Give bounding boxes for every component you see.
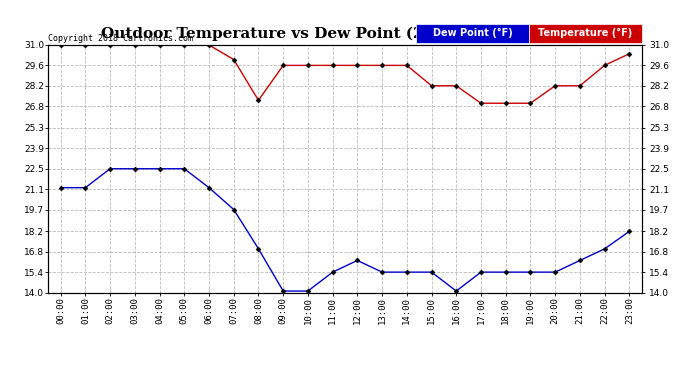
Text: Copyright 2018 Cartronics.com: Copyright 2018 Cartronics.com (48, 33, 193, 42)
FancyBboxPatch shape (529, 24, 642, 42)
Text: Dew Point (°F): Dew Point (°F) (433, 28, 513, 38)
Text: Temperature (°F): Temperature (°F) (538, 28, 633, 38)
FancyBboxPatch shape (416, 24, 529, 42)
Title: Outdoor Temperature vs Dew Point (24 Hours) 20181121: Outdoor Temperature vs Dew Point (24 Hou… (101, 27, 589, 41)
